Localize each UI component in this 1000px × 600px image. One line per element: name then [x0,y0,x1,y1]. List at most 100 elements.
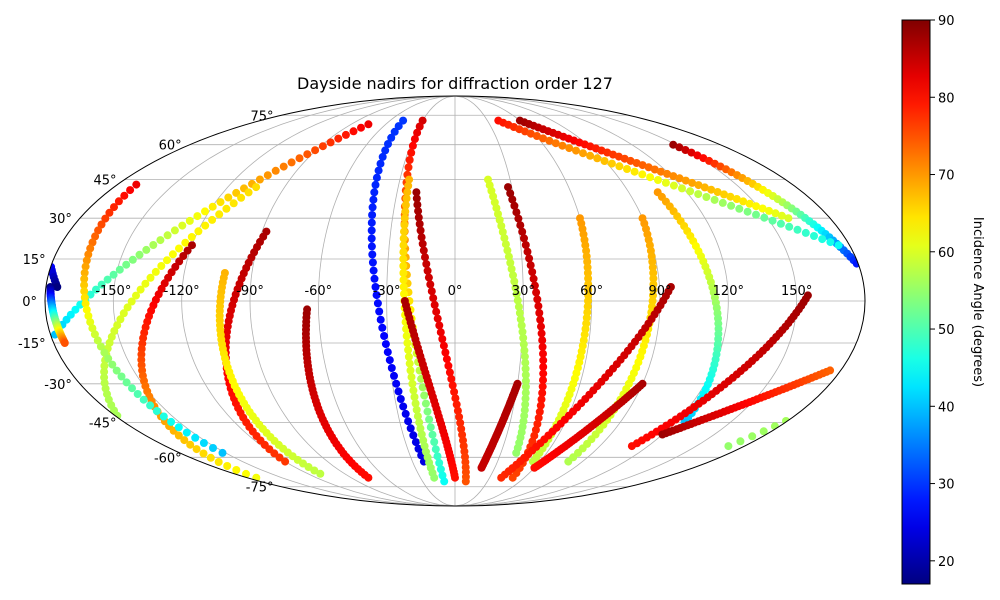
data-point [404,352,413,361]
latitude-tick-label: -45° [89,416,117,431]
data-point [408,141,417,150]
data-point [521,370,530,379]
data-point [120,191,129,200]
data-point [426,423,435,432]
data-point [538,342,547,351]
data-point [534,413,543,422]
data-point [520,346,529,355]
data-point [232,188,241,197]
data-point [409,431,418,440]
data-point [537,322,545,331]
latitude-tick-label: -60° [154,451,182,466]
data-point [281,457,290,466]
data-point [727,201,736,210]
data-point [506,258,515,267]
data-point [834,241,843,250]
data-point [244,188,253,197]
data-point [81,262,90,271]
latitude-tick-label: 75° [250,109,273,124]
data-point [532,288,541,297]
data-point [768,216,777,225]
data-point [110,203,118,212]
data-point [694,181,703,190]
colorbar-label: Incidence Angle (degrees) [970,217,985,387]
data-point [132,180,141,189]
data-point [60,339,69,347]
data-point [146,401,155,410]
data-point [810,232,818,240]
data-point [263,171,272,180]
data-point [178,221,187,230]
data-point [368,250,377,259]
data-point [146,273,155,282]
data-point [399,116,408,125]
data-point [521,388,530,397]
data-point [371,283,380,291]
data-point [181,238,190,247]
data-point [80,293,89,302]
data-point [304,463,313,471]
data-point [776,219,785,228]
data-point [638,161,647,170]
data-point [512,448,521,457]
latitude-tick-label: 60° [159,139,182,154]
data-point [516,315,525,324]
data-point [416,226,425,235]
data-point [367,234,376,243]
data-point [539,376,547,385]
data-point [422,260,431,268]
data-point [93,336,102,345]
data-point [399,255,408,263]
data-point [713,188,722,196]
data-point [109,270,118,279]
data-point [702,193,711,201]
data-point [445,368,454,377]
data-point [536,315,545,324]
data-point [151,267,160,276]
data-point [84,250,93,259]
data-point [81,299,90,308]
data-point [447,374,456,383]
data-point [752,202,761,211]
longitude-tick-label: -30° [373,284,401,299]
data-points [46,116,861,486]
data-point [378,152,387,161]
data-point [104,354,113,363]
data-point [414,444,423,453]
data-point [96,342,105,351]
data-point [402,332,411,340]
data-point [208,215,217,224]
data-point [132,291,140,300]
data-point [418,383,427,392]
data-point [82,305,91,314]
data-point [826,238,835,247]
data-point [404,181,413,190]
data-point [451,473,459,482]
data-point [53,283,62,291]
data-point [103,275,112,284]
data-point [364,120,373,129]
latitude-tick-label: 0° [22,295,37,310]
longitude-tick-label: 150° [781,284,812,299]
data-point [520,352,529,361]
data-point [387,133,396,142]
data-point [739,197,748,206]
data-point [157,262,166,270]
longitude-tick-label: -150° [95,284,131,299]
data-point [163,231,172,240]
data-point [105,208,114,217]
data-point [504,252,513,261]
longitude-tick-label: -120° [164,284,200,299]
data-point [192,445,201,454]
latitude-tick-labels: -75° -60° -45° -30° -15° 0° 15° 30° 45° 60° 75° [18,109,274,495]
data-point [415,220,424,228]
data-point [432,307,441,316]
data-point [513,296,522,305]
data-point [545,136,554,145]
data-point [186,440,195,449]
data-point [720,190,728,199]
data-point [584,285,593,294]
data-point [675,174,684,183]
colorbar-tick-label: 60 [938,246,955,261]
data-point [535,309,544,317]
